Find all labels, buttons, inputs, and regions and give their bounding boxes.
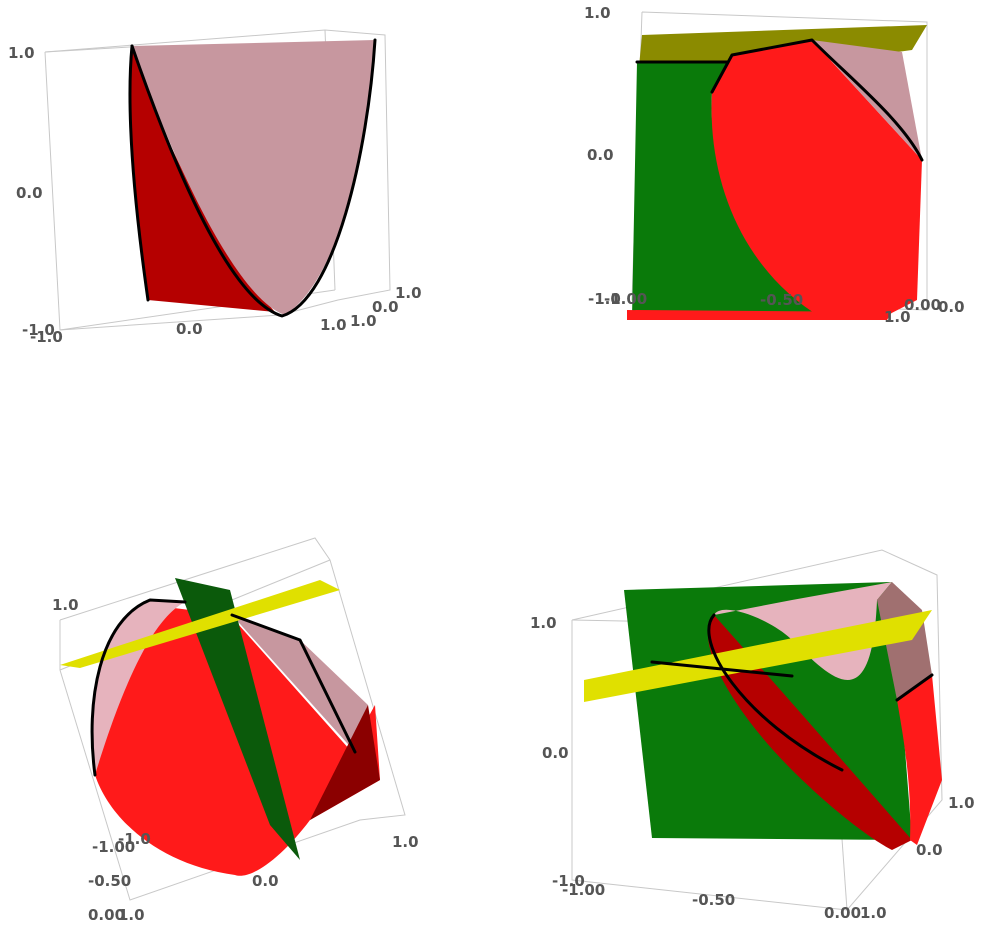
- red-side-surface: [130, 46, 275, 312]
- tick-label: 0.00: [88, 906, 125, 924]
- boundary-curve: [230, 613, 357, 754]
- tick-label: 0.0: [252, 872, 279, 890]
- tick-label: 0.0: [938, 298, 965, 316]
- tick-label: 1.0: [8, 44, 35, 62]
- boundary-curve: [707, 613, 844, 772]
- tick-label: 0.0: [587, 146, 614, 164]
- tick-label: 1.0: [118, 906, 145, 924]
- surface-view-top-left: 1.0 0.0 -1.0 -1.0 0.0 1.0 1.0 0.0 1.0: [0, 0, 492, 360]
- tick-label: 0.00: [824, 904, 861, 922]
- red-surface: [711, 40, 922, 318]
- red-surface-right: [897, 675, 942, 845]
- plot-3d-bottom-left: 1.0 -1.0 -1.00 -0.50 0.00 1.0 0.0 1.0: [52, 537, 419, 924]
- tick-label: 0.0: [16, 184, 43, 202]
- tick-label: 0.0: [372, 298, 399, 316]
- tick-label: 1.0: [320, 316, 347, 334]
- pink-surface: [714, 582, 892, 680]
- tick-label: 1.0: [350, 312, 377, 330]
- tick-label: -0.50: [88, 872, 131, 890]
- pink-surface: [812, 40, 922, 160]
- tick-label: 1.0: [530, 614, 557, 632]
- surface-view-top-right: 1.0 0.0 -1.0 -1.00 -0.50 0.00 0.0 1.0: [492, 0, 985, 360]
- pink-curved-surface: [132, 40, 375, 315]
- dark-red-wedge: [310, 705, 380, 820]
- surface-view-bottom-left: 1.0 -1.0 -1.00 -0.50 0.00 1.0 0.0 1.0: [0, 520, 492, 930]
- tick-label: 1.0: [392, 833, 419, 851]
- tick-label: 0.0: [916, 841, 943, 859]
- pink-surface: [92, 600, 185, 775]
- tick-label: 0.00: [904, 296, 941, 314]
- boundary-curve: [128, 44, 150, 302]
- red-surface: [94, 605, 380, 876]
- yellow-plane: [584, 610, 932, 702]
- tick-label: -1.0: [588, 290, 621, 308]
- boundary-curve: [895, 673, 934, 702]
- yellow-plane: [60, 580, 340, 668]
- plot-3d-bottom-right: 1.0 0.0 -1.0 -1.00 -0.50 0.00 1.0 0.0 1.…: [530, 549, 975, 922]
- tick-label: 1.0: [52, 596, 79, 614]
- tick-label: 0.0: [176, 320, 203, 338]
- tick-label: -0.50: [760, 291, 803, 309]
- red-bottom-strip: [627, 310, 892, 320]
- tick-label: 1.0: [948, 794, 975, 812]
- pink-surface-right: [232, 615, 368, 752]
- tick-label: -1.00: [92, 838, 135, 856]
- tick-label: 1.0: [584, 4, 611, 22]
- tick-label: 1.0: [860, 904, 887, 922]
- tick-label: -1.0: [30, 328, 63, 346]
- boundary-curve: [90, 598, 187, 777]
- tick-label: -0.50: [692, 891, 735, 909]
- tick-label: 1.0: [395, 284, 422, 302]
- green-plane: [175, 578, 300, 860]
- tick-label: 0.0: [542, 744, 569, 762]
- tick-label: 1.0: [884, 308, 911, 326]
- tick-label: -1.0: [118, 830, 151, 848]
- tick-label: -1.00: [604, 290, 647, 308]
- plot-3d-top-right: 1.0 0.0 -1.0 -1.00 -0.50 0.00 0.0 1.0: [584, 4, 965, 326]
- surface-view-bottom-right: 1.0 0.0 -1.0 -1.00 -0.50 0.00 1.0 0.0 1.…: [492, 520, 985, 930]
- boundary-curve: [710, 38, 924, 162]
- plot-3d-top-left: 1.0 0.0 -1.0 -1.0 0.0 1.0 1.0 0.0 1.0: [8, 29, 422, 346]
- boundary-curve: [130, 38, 377, 318]
- tick-label: -1.00: [562, 881, 605, 899]
- tick-label: -1.0: [22, 321, 55, 339]
- tick-label: -1.0: [552, 872, 585, 890]
